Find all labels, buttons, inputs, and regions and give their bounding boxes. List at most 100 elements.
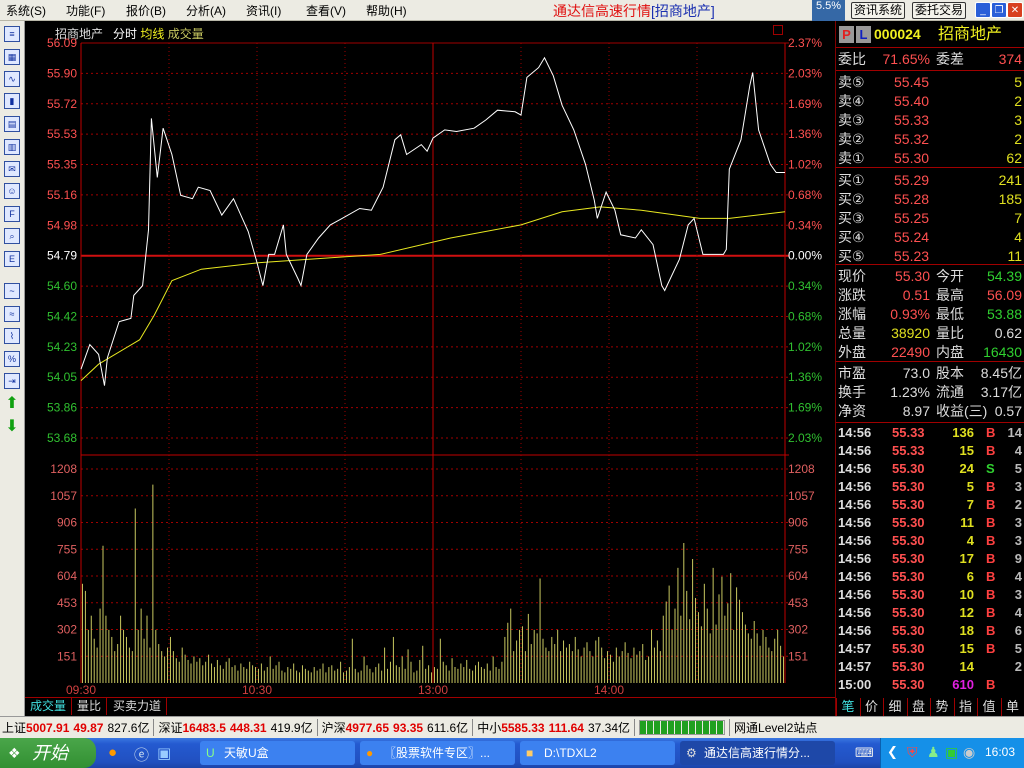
p-badge[interactable]: P [839, 26, 854, 43]
ie-icon[interactable]: ⓔ [134, 747, 150, 764]
menu-system[interactable]: 系统(S) [6, 4, 46, 18]
task-folder[interactable]: ■ D:\TDXL2 [520, 741, 675, 765]
level-volume: 2 [1014, 131, 1022, 147]
task-label: D:\TDXL2 [544, 746, 597, 760]
server-name[interactable]: 网通Level2站点 [729, 719, 821, 736]
users-icon[interactable]: ☺ [4, 183, 20, 199]
etf-icon[interactable]: E [4, 251, 20, 267]
info-system-button[interactable]: 资讯系统 [851, 2, 906, 19]
right-tab[interactable]: 指 [953, 698, 977, 716]
level-price: 55.33 [894, 112, 930, 128]
task-tdx[interactable]: ⚙ 通达信高速行情分... [680, 741, 835, 765]
ask-row[interactable]: 卖② 55.32 2 [838, 130, 1024, 149]
user-icon[interactable]: ♟ [927, 744, 940, 760]
tab-buy-sell-power[interactable]: 买卖力道 [108, 698, 168, 715]
keyboard-icon[interactable]: ⌨ [855, 745, 874, 760]
bid-row[interactable]: 买③ 55.25 7 [838, 209, 1024, 228]
index-sme[interactable]: 中小 5585.33 111.64 37.34亿 [472, 719, 634, 736]
percent-icon[interactable]: % [4, 351, 20, 367]
firefox-icon[interactable]: ● [108, 744, 118, 761]
tick-price: 55.30 [892, 515, 925, 530]
compare-icon[interactable]: ≈ [4, 306, 20, 322]
bid-row[interactable]: 买⑤ 55.23 11 [838, 247, 1024, 266]
menu-quote[interactable]: 报价(B) [126, 4, 166, 18]
level-price: 55.45 [894, 74, 930, 90]
tick-time: 14:56 [838, 587, 872, 602]
tick-count: 4 [1014, 605, 1022, 620]
volume-tick-label-right: 302 [788, 623, 808, 637]
pct-tick-label: 1.36% [788, 127, 822, 141]
quote-list-icon[interactable]: ≡ [4, 26, 20, 42]
index-hs300[interactable]: 沪深 4977.65 93.35 611.6亿 [316, 719, 473, 736]
bid-row[interactable]: 买④ 55.24 4 [838, 228, 1024, 247]
right-tab[interactable]: 值 [977, 698, 1000, 716]
chart-canvas[interactable]: 56.09 2.37% 55.90 2.03% 55.72 1.69% 55.53 1.36%… [0, 0, 835, 716]
right-tab[interactable]: 单 [1000, 698, 1024, 716]
index-shenzhen[interactable]: 深证 16483.5 448.31 419.9亿 [153, 719, 316, 736]
windows-logo-icon: ❖ [8, 745, 21, 761]
chart-mode[interactable]: 分时 [113, 27, 138, 41]
close-icon[interactable]: ✕ [1007, 2, 1023, 18]
menu-analysis[interactable]: 分析(A) [186, 4, 226, 18]
tab-volume[interactable]: 成交量 [25, 698, 73, 715]
tick-time: 14:56 [838, 605, 872, 620]
network-icon[interactable]: ▣ [945, 744, 959, 760]
tick-time: 15:00 [838, 677, 872, 692]
quote-panel: P L 000024 招商地产 委比 71.65% 委差 374 卖⑤ 55.4… [835, 21, 1024, 716]
line-chart-icon[interactable]: ∿ [4, 71, 20, 87]
maximize-chart-icon[interactable] [773, 25, 783, 35]
menu-function[interactable]: 功能(F) [66, 4, 106, 18]
trend-icon[interactable]: ~ [4, 283, 20, 299]
index-shanghai[interactable]: 上证 5007.91 49.87 827.6亿 [2, 719, 153, 736]
export-icon[interactable]: ⇥ [4, 373, 20, 389]
mail-icon[interactable]: ✉ [4, 161, 20, 177]
quote-stat-row: 现价 55.30 今开 54.39 [838, 267, 1024, 286]
tab-volume-ratio[interactable]: 量比 [72, 698, 108, 715]
level-price: 55.32 [894, 131, 930, 147]
tick-row: 14:56 55.30 7 B 2 [838, 496, 1024, 514]
bid-row[interactable]: 买② 55.28 185 [838, 190, 1024, 209]
price-tick-label: 55.35 [47, 158, 77, 172]
stat-label: 外盘 [838, 344, 866, 360]
right-tab[interactable]: 价 [859, 698, 883, 716]
right-tab[interactable]: 细 [883, 698, 906, 716]
arrow-down-icon[interactable]: ⬇ [5, 418, 19, 435]
task-tianmin[interactable]: U 天敏U盒 [200, 741, 355, 765]
ask-row[interactable]: 卖④ 55.40 2 [838, 92, 1024, 111]
media-icon[interactable]: ▣ [157, 745, 172, 762]
shield-icon[interactable]: ⛨ [907, 744, 918, 760]
bid-row[interactable]: 买① 55.29 241 [838, 171, 1024, 190]
menu-view[interactable]: 查看(V) [306, 4, 346, 18]
menu-info[interactable]: 资讯(I) [246, 4, 282, 18]
divider [836, 70, 1024, 71]
search-icon[interactable]: ⌕ [4, 228, 20, 244]
ask-row[interactable]: 卖③ 55.33 3 [838, 111, 1024, 130]
table-icon[interactable]: ▥ [4, 139, 20, 155]
report-icon[interactable]: ▤ [4, 116, 20, 132]
fund-icon[interactable]: F [4, 206, 20, 222]
arrow-up-icon[interactable]: ⬆ [5, 395, 19, 412]
menu-help[interactable]: 帮助(H) [366, 4, 407, 18]
l-badge[interactable]: L [856, 26, 871, 43]
fundamental-row: 净资 8.97 收益(三) 0.57 [838, 402, 1024, 421]
right-tab[interactable]: 笔 [836, 698, 859, 716]
right-tab[interactable]: 盘 [906, 698, 930, 716]
tick-row: 15:00 55.30 610 B [838, 676, 1024, 694]
grid-icon[interactable]: ▦ [4, 49, 20, 65]
multi-chart-icon[interactable]: ⌇ [4, 328, 20, 344]
divider [836, 361, 1024, 362]
level-label: 卖④ [838, 93, 865, 109]
trade-button[interactable]: 委托交易 [912, 2, 967, 19]
ask-row[interactable]: 卖⑤ 55.45 5 [838, 73, 1024, 92]
start-button[interactable]: ❖ 开始 [0, 738, 96, 768]
candle-chart-icon[interactable]: ▮ [4, 93, 20, 109]
speaker-icon[interactable]: ◉ [963, 744, 976, 760]
right-tab[interactable]: 势 [930, 698, 953, 716]
intraday-chart[interactable] [25, 21, 835, 716]
minimize-icon[interactable]: _ [975, 2, 991, 18]
restore-icon[interactable]: ❐ [991, 2, 1007, 18]
chevron-left-icon[interactable]: ❮ [887, 744, 898, 759]
task-firefox[interactable]: ● 〖股票软件专区〗... [360, 741, 515, 765]
ask-row[interactable]: 卖① 55.30 62 [838, 149, 1024, 168]
tick-time: 14:56 [838, 569, 872, 584]
